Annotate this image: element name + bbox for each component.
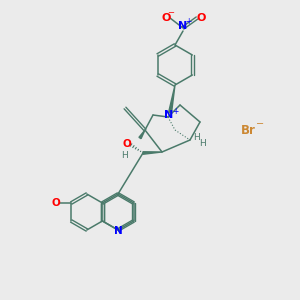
Text: O: O bbox=[123, 139, 131, 149]
Text: −: − bbox=[167, 8, 175, 17]
Polygon shape bbox=[143, 152, 162, 154]
Polygon shape bbox=[169, 85, 175, 113]
Text: −: − bbox=[256, 119, 264, 129]
Text: N: N bbox=[178, 21, 188, 31]
Polygon shape bbox=[139, 130, 145, 139]
Text: +: + bbox=[172, 106, 178, 116]
Text: O: O bbox=[161, 13, 171, 23]
Text: O: O bbox=[52, 198, 61, 208]
Text: H: H bbox=[122, 151, 128, 160]
Text: N: N bbox=[114, 226, 122, 236]
Text: Br: Br bbox=[241, 124, 255, 136]
Text: N: N bbox=[164, 110, 174, 120]
Text: +: + bbox=[185, 17, 191, 26]
Text: H: H bbox=[200, 139, 206, 148]
Text: O: O bbox=[196, 13, 206, 23]
Text: H: H bbox=[194, 133, 200, 142]
